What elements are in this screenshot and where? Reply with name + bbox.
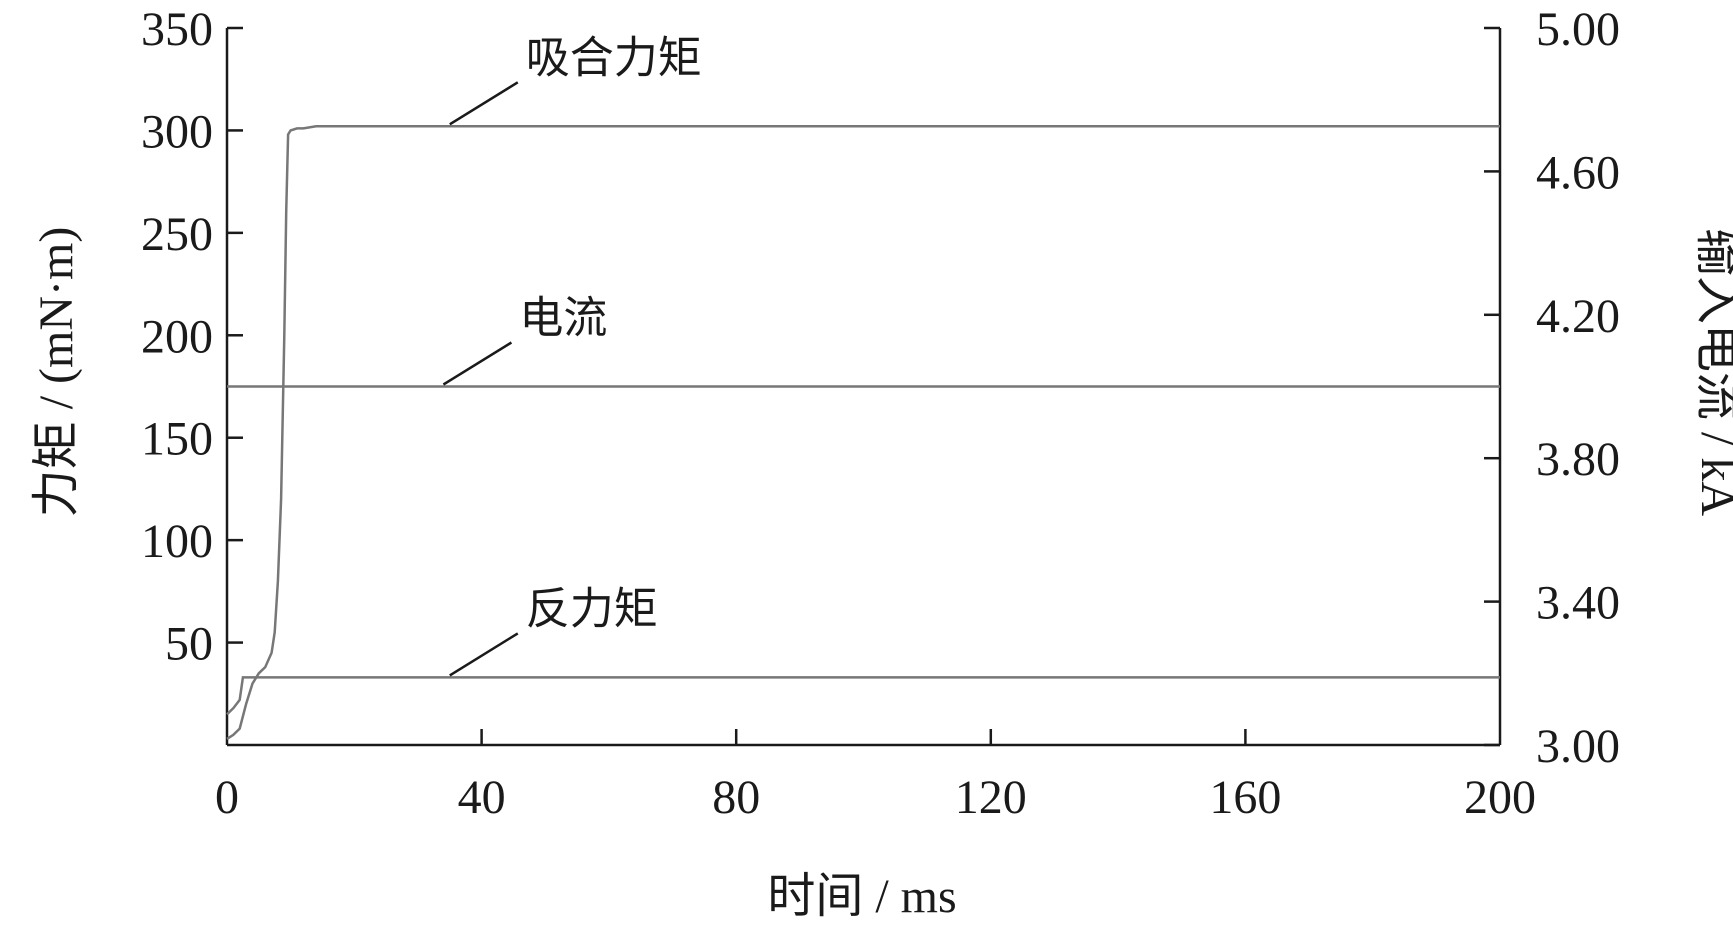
y-right-tick-label: 4.60 xyxy=(1536,146,1620,199)
x-tick-label: 160 xyxy=(1209,771,1281,824)
series-line xyxy=(226,125,1500,740)
y-left-tick-label: 100 xyxy=(141,515,213,568)
annotation-label: 电流 xyxy=(519,294,607,343)
y-right-axis-title: 输入电流 / kA xyxy=(1691,228,1733,516)
annotation-leader xyxy=(449,632,519,677)
y-left-tick-label: 350 xyxy=(141,3,213,56)
y-right-tick-label: 5.00 xyxy=(1536,3,1620,56)
annotation-label: 反力矩 xyxy=(526,584,658,633)
annotation-leader xyxy=(442,341,513,386)
y-left-tick-label: 150 xyxy=(141,413,213,466)
y-left-tick-label: 300 xyxy=(141,105,213,158)
x-tick-label: 120 xyxy=(955,771,1027,824)
y-right-tick-label: 4.20 xyxy=(1536,290,1620,343)
y-left-tick-label: 50 xyxy=(165,618,213,671)
y-left-tick-label: 250 xyxy=(141,208,213,261)
x-tick-label: 80 xyxy=(712,771,760,824)
y-right-tick-label: 3.00 xyxy=(1536,720,1620,773)
series-layer xyxy=(226,125,1500,740)
annotation-leader xyxy=(449,81,519,126)
x-tick-label: 0 xyxy=(215,771,239,824)
axes: 0 40 80 120 160 200 50 100 150 200 250 300 350 3.00 3.… xyxy=(141,3,1620,824)
x-tick-label: 200 xyxy=(1464,771,1536,824)
y-left-tick-label: 200 xyxy=(141,310,213,363)
x-axis-title: 时间 / ms xyxy=(767,870,956,923)
x-tick-label: 40 xyxy=(458,771,506,824)
series-line xyxy=(226,676,1500,716)
y-right-tick-label: 3.40 xyxy=(1536,577,1620,630)
y-right-tick-label: 3.80 xyxy=(1536,433,1620,486)
annotation-label: 吸合力矩 xyxy=(526,33,702,82)
y-left-axis-title: 力矩 / (mN·m) xyxy=(30,227,83,518)
